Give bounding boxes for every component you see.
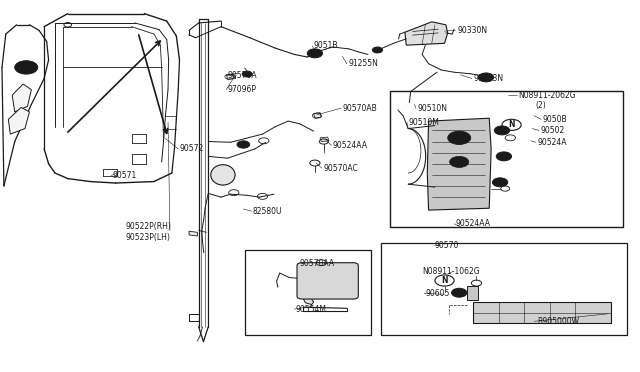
Text: R905000W: R905000W [537, 317, 579, 326]
Polygon shape [467, 286, 478, 300]
Text: 90572: 90572 [179, 144, 204, 153]
Bar [390, 92, 623, 227]
Text: 82580U: 82580U [253, 207, 282, 216]
Polygon shape [302, 296, 314, 305]
Text: 9050B: 9050B [542, 115, 567, 124]
Text: 90570: 90570 [435, 241, 460, 250]
Ellipse shape [211, 165, 235, 185]
Text: 90570AA: 90570AA [300, 259, 335, 268]
Polygon shape [12, 84, 31, 112]
Text: 90510M: 90510M [408, 118, 439, 127]
Circle shape [307, 49, 323, 58]
Circle shape [492, 178, 508, 187]
Text: (2): (2) [536, 101, 547, 110]
Circle shape [448, 131, 470, 144]
Circle shape [15, 61, 38, 74]
Text: 90502: 90502 [540, 126, 564, 135]
Polygon shape [8, 108, 29, 134]
Circle shape [372, 47, 383, 53]
Text: N: N [508, 121, 515, 129]
Text: N: N [441, 276, 448, 285]
Text: 90570A: 90570A [227, 71, 257, 80]
Circle shape [452, 288, 467, 297]
Text: 90571: 90571 [113, 171, 137, 180]
Circle shape [242, 71, 252, 77]
Circle shape [494, 126, 509, 135]
Bar [244, 250, 371, 335]
Text: 90605: 90605 [426, 289, 450, 298]
Text: 9051B: 9051B [314, 41, 338, 50]
FancyBboxPatch shape [297, 263, 358, 299]
Polygon shape [227, 74, 236, 79]
Text: 90510N: 90510N [417, 104, 447, 113]
Text: 90522P(RH): 90522P(RH) [125, 222, 171, 231]
Text: 90570AB: 90570AB [342, 104, 377, 113]
Polygon shape [473, 302, 611, 323]
Text: 90524A: 90524A [537, 138, 566, 147]
Text: N08911-1062G: N08911-1062G [422, 267, 480, 276]
Circle shape [496, 152, 511, 161]
Text: 90570AC: 90570AC [323, 164, 358, 173]
Circle shape [478, 73, 493, 82]
Polygon shape [314, 113, 321, 118]
Text: 90330N: 90330N [458, 26, 488, 35]
Polygon shape [428, 118, 491, 210]
Polygon shape [405, 22, 448, 45]
Polygon shape [189, 231, 197, 236]
Bar [381, 243, 627, 335]
Text: 90554M: 90554M [296, 305, 327, 314]
Text: 97096P: 97096P [227, 85, 257, 94]
Text: 90333N: 90333N [473, 74, 504, 83]
Circle shape [237, 141, 250, 148]
Text: N08911-2062G: N08911-2062G [518, 91, 575, 100]
Text: 90523P(LH): 90523P(LH) [125, 233, 170, 243]
Circle shape [450, 156, 468, 167]
Text: 91255N: 91255N [349, 59, 379, 68]
Text: 90524AA: 90524AA [333, 141, 368, 150]
Polygon shape [320, 137, 329, 141]
Text: 90524AA: 90524AA [456, 219, 490, 228]
